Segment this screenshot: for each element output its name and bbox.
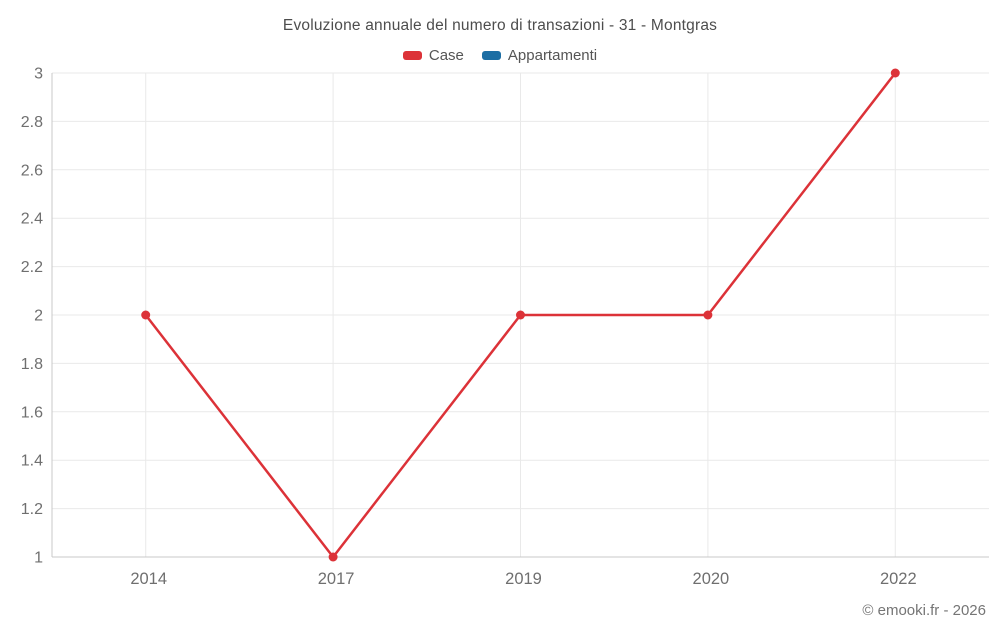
x-tick-label: 2019 bbox=[505, 570, 542, 588]
y-tick-label: 1.8 bbox=[21, 356, 43, 373]
x-tick-label: 2014 bbox=[130, 570, 167, 588]
x-tick-label: 2017 bbox=[318, 570, 355, 588]
data-point-case bbox=[890, 68, 900, 78]
data-point-case bbox=[703, 310, 713, 320]
chart-legend: Case Appartamenti bbox=[0, 47, 1000, 64]
y-tick-label: 2.2 bbox=[21, 259, 43, 276]
y-tick-label: 2.6 bbox=[21, 162, 43, 179]
case-series-swatch bbox=[402, 51, 422, 60]
y-tick-label: 1.6 bbox=[21, 404, 43, 421]
y-tick-label: 1.2 bbox=[21, 501, 43, 518]
legend-label-case: Case bbox=[428, 47, 464, 64]
data-point-case bbox=[141, 310, 151, 320]
y-tick-label: 2 bbox=[34, 308, 43, 325]
chart-title: Evoluzione annuale del numero di transaz… bbox=[282, 17, 718, 34]
data-point-case bbox=[328, 552, 338, 562]
y-tick-label: 3 bbox=[34, 66, 43, 83]
legend-label-appartamenti: Appartamenti bbox=[507, 47, 598, 64]
y-tick-label: 2.8 bbox=[21, 114, 43, 131]
x-tick-label: 2020 bbox=[693, 570, 730, 588]
y-tick-label: 2.4 bbox=[21, 211, 43, 228]
y-tick-label: 1.4 bbox=[21, 453, 43, 470]
y-tick-label: 1 bbox=[34, 550, 43, 567]
legend-item-case[interactable]: Case bbox=[402, 47, 464, 64]
data-point-case bbox=[516, 310, 525, 320]
watermark: © emooki.fr - 2026 bbox=[862, 602, 986, 619]
legend-item-appartamenti[interactable]: Appartamenti bbox=[481, 47, 598, 64]
x-tick-label: 2022 bbox=[880, 570, 917, 588]
appartamenti-series-swatch bbox=[481, 51, 501, 60]
